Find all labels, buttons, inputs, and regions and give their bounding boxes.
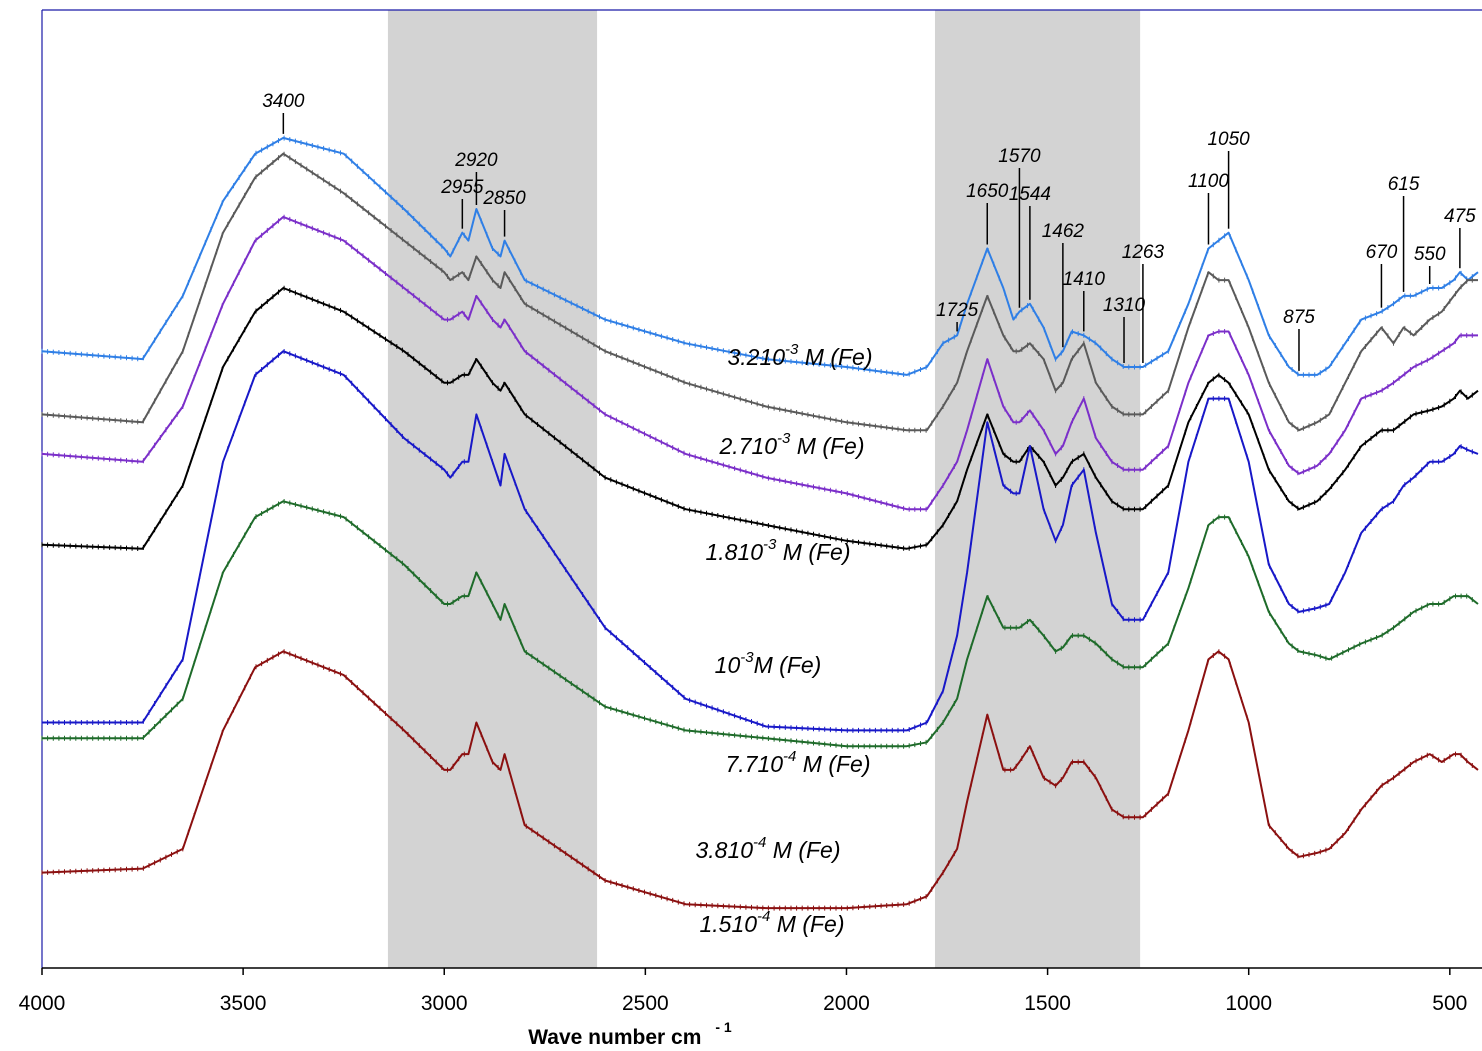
series-markers-4: [41, 285, 1473, 551]
peak-label-1310: 1310: [1103, 295, 1146, 316]
series-line-7: [41, 650, 1479, 910]
peak-label-3400: 3400: [262, 91, 305, 112]
x-tick-label-500: 500: [1432, 992, 1467, 1015]
series-label-unit: M (Fe): [790, 433, 864, 459]
x-axis-title-text: Wave number cm: [528, 1026, 701, 1049]
series-markers-1: [41, 135, 1473, 378]
series-label-unit: M (Fe): [754, 652, 822, 678]
series-label-3: 1.810-3 M (Fe): [705, 536, 850, 565]
series-markers-6: [41, 499, 1473, 749]
series-label-unit: M (Fe): [776, 539, 850, 565]
series-label-exp: -4: [753, 834, 766, 851]
x-tick-label-4000: 4000: [19, 992, 66, 1015]
shaded-region-1: [387, 10, 598, 968]
peak-label-1100: 1100: [1188, 171, 1229, 192]
series-label-unit: M (Fe): [766, 837, 840, 863]
series-label-4: 10-3M (Fe): [715, 649, 822, 678]
x-tick-label-3500: 3500: [220, 992, 267, 1015]
x-axis-title-superscript: - 1: [715, 1019, 732, 1035]
series-labels: 3.210-3 M (Fe)2.710-3 M (Fe)1.810-3 M (F…: [695, 341, 872, 937]
plot-frame: [41, 9, 1482, 968]
peak-labels: 3400 2955 2920 2850 1725 1650 1570 1544 1462 1410…: [262, 91, 1476, 371]
series-line-2: [41, 152, 1478, 432]
peak-label-875: 875: [1283, 307, 1315, 328]
peak-label-550: 550: [1414, 244, 1446, 265]
series-label-coef: 3.810: [695, 837, 753, 863]
shaded-regions: [387, 10, 1141, 968]
peak-label-615: 615: [1388, 174, 1420, 195]
series-markers-3: [41, 214, 1473, 512]
series-label-exp: -4: [783, 748, 796, 765]
series-label-7: 1.510-4 M (Fe): [699, 908, 844, 937]
peak-label-1650: 1650: [966, 181, 1009, 202]
peak-label-2850: 2850: [482, 188, 526, 209]
series-line-1: [41, 136, 1479, 376]
series-label-6: 3.810-4 M (Fe): [695, 834, 840, 863]
series-line-4: [41, 287, 1479, 550]
peak-label-1263: 1263: [1122, 242, 1165, 263]
series-markers-7: [41, 649, 1473, 911]
series-label-coef: 1.810: [705, 539, 763, 565]
peak-label-1462: 1462: [1042, 221, 1085, 242]
peak-label-1725: 1725: [936, 300, 979, 321]
series-markers-2: [41, 151, 1473, 433]
peak-label-1410: 1410: [1063, 269, 1106, 290]
peak-label-1544: 1544: [1009, 184, 1051, 205]
x-tick-label-1000: 1000: [1225, 992, 1272, 1015]
peak-label-2920: 2920: [454, 150, 498, 171]
series-lines: [41, 135, 1479, 911]
series-label-coef: 1.510: [699, 911, 757, 937]
series-markers-5: [41, 349, 1473, 733]
x-tick-label-3000: 3000: [421, 992, 468, 1015]
series-label-coef: 7.710: [725, 751, 783, 777]
series-label-unit: M (Fe): [796, 751, 870, 777]
series-label-exp: -3: [763, 536, 777, 553]
x-tick-label-2500: 2500: [622, 992, 669, 1015]
series-label-coef: 2.710: [718, 433, 777, 459]
series-label-unit: M (Fe): [770, 911, 844, 937]
series-label-coef: 10: [715, 652, 741, 678]
series-label-exp: -4: [757, 908, 770, 925]
series-label-2: 2.710-3 M (Fe): [718, 430, 864, 459]
peak-label-1570: 1570: [998, 146, 1041, 167]
peak-label-2955: 2955: [440, 177, 484, 198]
series-label-1: 3.210-3 M (Fe): [727, 341, 872, 370]
peak-label-475: 475: [1444, 206, 1476, 227]
x-axis: 4000 3500 3000 2500 2000 1500 1000 500: [19, 967, 1482, 1015]
series-label-exp: -3: [785, 341, 799, 358]
series-label-unit: M (Fe): [798, 344, 872, 370]
peak-label-1050: 1050: [1207, 129, 1250, 150]
series-label-5: 7.710-4 M (Fe): [725, 748, 870, 777]
series-label-coef: 3.210: [727, 344, 785, 370]
peak-label-670: 670: [1366, 242, 1398, 263]
x-tick-label-2000: 2000: [823, 992, 870, 1015]
series-label-exp: -3: [777, 430, 791, 447]
x-tick-label-1500: 1500: [1024, 992, 1071, 1015]
series-label-exp: -3: [740, 649, 754, 666]
x-axis-title: Wave number cm - 1: [528, 1019, 732, 1049]
shaded-region-2: [934, 10, 1141, 968]
